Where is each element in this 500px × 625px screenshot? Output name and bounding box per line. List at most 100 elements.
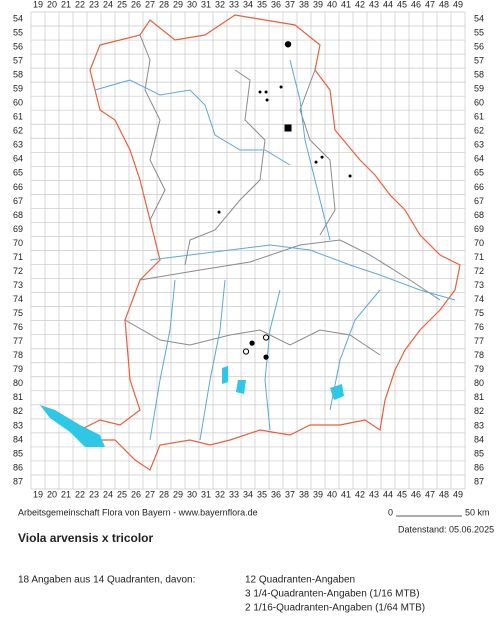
record-dot bbox=[217, 210, 221, 214]
row-label: 79 bbox=[13, 364, 23, 374]
row-label: 64 bbox=[13, 154, 23, 164]
row-label: 77 bbox=[474, 336, 484, 346]
row-label: 68 bbox=[474, 210, 484, 220]
column-label: 32 bbox=[215, 489, 225, 499]
column-label: 31 bbox=[201, 0, 211, 9]
row-label: 79 bbox=[474, 364, 484, 374]
record-open bbox=[242, 348, 250, 355]
column-label: 30 bbox=[187, 489, 197, 499]
row-label: 86 bbox=[474, 462, 484, 472]
summary-line: 2 1/16-Quadranten-Angaben (1/64 MTB) bbox=[245, 603, 425, 614]
row-label: 58 bbox=[474, 70, 484, 80]
summary-total: 18 Angaben aus 14 Quadranten, davon: bbox=[18, 575, 195, 586]
row-label: 58 bbox=[13, 70, 23, 80]
row-label: 75 bbox=[13, 308, 23, 318]
lake bbox=[40, 405, 105, 447]
border bbox=[124, 319, 381, 356]
column-label: 39 bbox=[313, 0, 323, 9]
lakes bbox=[40, 366, 344, 447]
river bbox=[264, 289, 281, 431]
column-label: 21 bbox=[61, 0, 71, 9]
row-label: 78 bbox=[474, 350, 484, 360]
record-dot bbox=[284, 41, 292, 48]
row-label: 81 bbox=[13, 392, 23, 402]
rivers bbox=[94, 59, 456, 441]
row-label: 87 bbox=[13, 476, 23, 486]
row-label: 64 bbox=[474, 154, 484, 164]
column-label: 23 bbox=[89, 0, 99, 9]
row-label: 70 bbox=[13, 238, 23, 248]
column-label: 31 bbox=[201, 489, 211, 499]
border bbox=[139, 239, 441, 301]
row-label: 69 bbox=[13, 224, 23, 234]
column-label: 23 bbox=[89, 489, 99, 499]
river bbox=[289, 59, 331, 241]
row-label: 61 bbox=[13, 112, 23, 122]
column-label: 46 bbox=[411, 0, 421, 9]
column-label: 43 bbox=[369, 0, 379, 9]
column-label: 38 bbox=[299, 0, 309, 9]
river bbox=[149, 244, 456, 301]
row-label: 85 bbox=[474, 448, 484, 458]
row-label: 80 bbox=[13, 378, 23, 388]
column-label: 45 bbox=[397, 0, 407, 9]
row-label: 84 bbox=[13, 434, 23, 444]
column-label: 22 bbox=[75, 0, 85, 9]
row-label: 67 bbox=[13, 196, 23, 206]
column-label: 27 bbox=[145, 489, 155, 499]
row-label: 54 bbox=[474, 13, 484, 23]
row-label: 55 bbox=[474, 27, 484, 37]
column-label: 33 bbox=[229, 0, 239, 9]
column-label: 19 bbox=[33, 0, 43, 9]
column-label: 37 bbox=[285, 489, 295, 499]
record-dot bbox=[258, 90, 262, 94]
column-label: 29 bbox=[173, 489, 183, 499]
row-label: 70 bbox=[474, 238, 484, 248]
row-label: 87 bbox=[474, 476, 484, 486]
column-label: 49 bbox=[453, 489, 463, 499]
row-label: 74 bbox=[13, 294, 23, 304]
lake bbox=[330, 384, 344, 400]
row-label: 72 bbox=[13, 266, 23, 276]
column-label: 26 bbox=[131, 489, 141, 499]
column-label: 48 bbox=[439, 489, 449, 499]
row-label: 57 bbox=[474, 55, 484, 65]
column-label: 28 bbox=[159, 0, 169, 9]
border bbox=[184, 69, 266, 266]
row-label: 56 bbox=[13, 41, 23, 51]
row-label: 83 bbox=[13, 420, 23, 430]
row-label: 69 bbox=[474, 224, 484, 234]
column-label: 25 bbox=[117, 489, 127, 499]
column-label: 30 bbox=[187, 0, 197, 9]
column-label: 43 bbox=[369, 489, 379, 499]
row-label: 81 bbox=[474, 392, 484, 402]
column-label: 36 bbox=[271, 489, 281, 499]
row-label: 73 bbox=[13, 280, 23, 290]
record-dot bbox=[279, 85, 283, 89]
row-label: 65 bbox=[13, 168, 23, 178]
border bbox=[139, 34, 166, 221]
column-label: 44 bbox=[383, 0, 393, 9]
river bbox=[94, 79, 291, 166]
column-label: 47 bbox=[425, 0, 435, 9]
row-label: 76 bbox=[474, 322, 484, 332]
column-label: 24 bbox=[103, 489, 113, 499]
row-label: 62 bbox=[474, 126, 484, 136]
column-label: 35 bbox=[257, 489, 267, 499]
row-label: 86 bbox=[13, 462, 23, 472]
record-dot bbox=[264, 90, 268, 94]
column-label: 19 bbox=[33, 489, 43, 499]
column-label: 36 bbox=[271, 0, 281, 9]
column-label: 41 bbox=[341, 0, 351, 9]
column-label: 42 bbox=[355, 0, 365, 9]
column-label: 37 bbox=[285, 0, 295, 9]
column-label: 34 bbox=[243, 489, 253, 499]
row-label: 65 bbox=[474, 168, 484, 178]
column-label: 20 bbox=[47, 0, 57, 9]
record-dot bbox=[348, 174, 352, 178]
record-dot bbox=[320, 155, 324, 159]
column-label: 34 bbox=[243, 0, 253, 9]
column-label: 45 bbox=[397, 489, 407, 499]
row-label: 80 bbox=[474, 378, 484, 388]
row-label: 60 bbox=[13, 98, 23, 108]
